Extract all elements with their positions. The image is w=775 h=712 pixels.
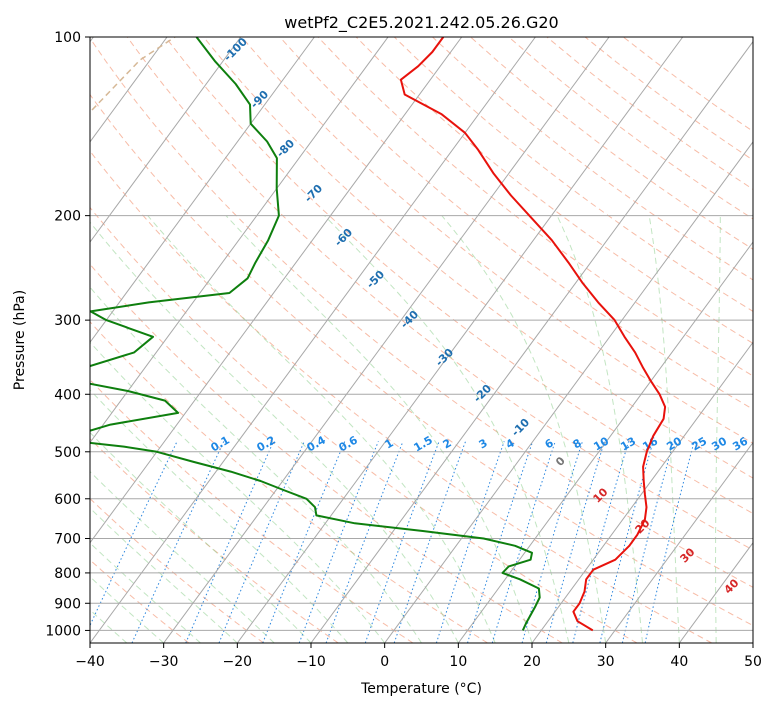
isotherm-label: -50: [364, 268, 387, 291]
x-tick-label: 50: [744, 654, 762, 670]
y-tick-label: 100: [54, 30, 81, 46]
y-tick-label: 200: [54, 209, 81, 225]
y-tick-label: 1000: [45, 623, 81, 639]
isotherm-label: 30: [678, 545, 698, 565]
plot-frame: [90, 37, 753, 643]
mixing-ratio-line: [132, 441, 224, 643]
x-tick-label: −30: [149, 654, 179, 670]
mixing-ratio-label: 2: [441, 436, 454, 451]
mixing-ratio-label: 13: [618, 435, 638, 454]
x-axis: −40 −30 −20 −10 0 10 20 30 40 50: [75, 643, 762, 670]
isotherm: [0, 37, 388, 643]
isotherm-label: -40: [398, 308, 421, 331]
y-axis: 100 200 300 400 500 600 700 800 900 1000: [45, 30, 90, 639]
mixing-ratio-label: 20: [664, 434, 684, 453]
isotherm-label: -70: [302, 182, 325, 205]
x-tick-label: −10: [296, 654, 326, 670]
moist-adiabat: [148, 216, 496, 643]
dry-adiabat: [509, 37, 775, 643]
mixing-ratio-label: 30: [709, 434, 729, 453]
isotherm-label: -100: [221, 35, 250, 64]
x-tick-label: 10: [449, 654, 467, 670]
dry-adiabat: [0, 37, 637, 643]
isotherm-label: 0: [553, 454, 568, 469]
x-tick-label: 20: [523, 654, 541, 670]
moist-adiabat: [0, 216, 237, 643]
x-tick-label: 30: [597, 654, 615, 670]
mixing-ratio-line: [436, 441, 504, 643]
mixing-ratio-label: 3: [477, 436, 490, 451]
x-tick-label: 40: [670, 654, 688, 670]
y-axis-title: Pressure (hPa): [12, 290, 28, 390]
dry-adiabat: [623, 37, 775, 643]
isotherm: [0, 37, 241, 643]
dry-adiabat: [356, 37, 775, 643]
isotherm-label: -20: [471, 382, 494, 405]
mixing-ratio-label: 10: [591, 434, 611, 453]
y-tick-label: 300: [54, 313, 81, 329]
y-tick-label: 400: [54, 387, 81, 403]
dry-adiabat: [0, 37, 562, 643]
isotherm: [164, 37, 609, 643]
isotherm-label: -60: [332, 226, 355, 249]
isotherm: [16, 37, 461, 643]
y-tick-label: 500: [54, 445, 81, 461]
x-tick-label: −40: [75, 654, 105, 670]
isotherm: [90, 37, 535, 643]
isotherm-label: 10: [591, 485, 611, 505]
moist-adiabat: [716, 216, 721, 643]
background-lines: [0, 37, 775, 643]
dry-adiabat: [547, 37, 775, 643]
isotherm-label: 20: [633, 516, 653, 536]
isotherm: [753, 37, 775, 643]
mixing-ratio-line: [546, 441, 604, 643]
mixing-ratio-line: [645, 441, 694, 643]
isotherm-label: -10: [509, 416, 532, 439]
mixing-ratio-line: [263, 441, 345, 643]
moist-adiabat: [557, 216, 642, 643]
x-tick-label: −20: [223, 654, 253, 670]
x-tick-label: 0: [380, 654, 389, 670]
mixing-ratio-line: [600, 441, 653, 643]
y-tick-label: 600: [54, 492, 81, 508]
dry-adiabat: [280, 37, 775, 643]
mixing-ratio-line: [622, 441, 673, 643]
moist-adiabat: [0, 216, 311, 643]
chart-title: wetPf2_C2E5.2021.242.05.26.G20: [284, 13, 558, 33]
profile-lines: [73, 37, 665, 630]
dry-adiabat: [0, 37, 338, 643]
isotherm-label: -90: [248, 88, 271, 111]
isotherm: [532, 37, 775, 643]
moist-adiabat: [325, 216, 569, 643]
mixing-ratio-label: 1: [383, 436, 396, 451]
isotherm: [458, 37, 775, 643]
dry-adiabat: [433, 37, 775, 643]
y-tick-label: 800: [54, 566, 81, 582]
x-axis-title: Temperature (°C): [360, 681, 482, 697]
dry-adiabat: [0, 37, 488, 643]
isotherm-label: -80: [274, 137, 297, 160]
mixing-ratio-line: [365, 441, 439, 643]
isotherm-label: 40: [722, 576, 742, 596]
y-tick-label: 700: [54, 532, 81, 548]
y-tick-label: 900: [54, 596, 81, 612]
mixing-ratio-line: [394, 441, 465, 643]
dry-adiabat: [0, 37, 264, 643]
moist-adiabat: [649, 216, 679, 643]
